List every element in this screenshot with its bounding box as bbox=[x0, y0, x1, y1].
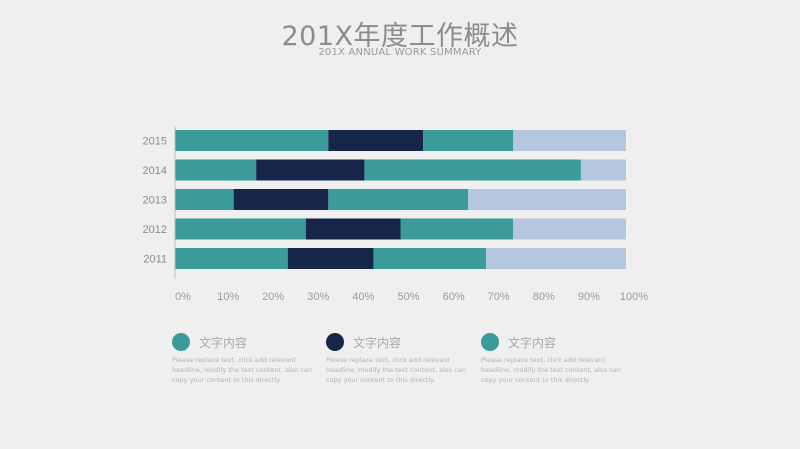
legend-desc-3: Please replace text, click add relevant … bbox=[481, 356, 621, 384]
y-tick-label-2012: 2012 bbox=[143, 224, 167, 236]
y-tick-label-2015: 2015 bbox=[143, 136, 167, 148]
bar-2015-segment-2 bbox=[328, 130, 424, 151]
bar-2013-segment-1 bbox=[175, 189, 234, 210]
y-tick-label-2013: 2013 bbox=[143, 195, 167, 207]
bar-2012-segment-4 bbox=[513, 218, 626, 240]
bar-2012-segment-3 bbox=[400, 218, 514, 240]
bar-2014-segment-1 bbox=[175, 159, 257, 181]
y-tick-label-2014: 2014 bbox=[143, 165, 167, 177]
legend-dot-1 bbox=[172, 333, 190, 351]
x-tick-label-0pct: 0% bbox=[175, 291, 191, 303]
stacked-bar-chart: 2015 2014 2013 2012 2011 0% 10% 20% 30% 40% 50% 60%… bbox=[143, 126, 648, 303]
bar-2011-segment-4 bbox=[486, 248, 626, 269]
x-tick-label-10pct: 10% bbox=[217, 291, 239, 303]
bar-2014-segment-3 bbox=[364, 159, 581, 181]
legend-desc-1: Please replace text, click add relevant … bbox=[172, 356, 312, 384]
bar-2012-segment-1 bbox=[175, 218, 306, 240]
bar-2014-segment-2 bbox=[256, 159, 365, 181]
x-tick-label-50pct: 50% bbox=[397, 291, 419, 303]
page-title: 201X年度工作概述 bbox=[281, 21, 519, 52]
bar-2013-segment-3 bbox=[328, 189, 469, 210]
bar-2014-segment-4 bbox=[580, 159, 626, 181]
legend-dot-3 bbox=[481, 333, 499, 351]
bar-2011-segment-2 bbox=[287, 248, 374, 269]
x-tick-label-40pct: 40% bbox=[352, 291, 374, 303]
bar-2015-segment-3 bbox=[423, 130, 514, 151]
x-tick-label-90pct: 90% bbox=[578, 291, 600, 303]
legend-title-1: 文字内容 bbox=[199, 336, 248, 350]
x-tick-label-80pct: 80% bbox=[533, 291, 555, 303]
bar-2012-segment-2 bbox=[305, 218, 401, 240]
legend-dot-2 bbox=[326, 333, 344, 351]
bar-2013-segment-2 bbox=[233, 189, 329, 210]
page-subtitle: 201X ANNUAL WORK SUMMARY bbox=[318, 47, 482, 58]
bar-2013-segment-4 bbox=[468, 189, 626, 210]
bar-2011-segment-3 bbox=[373, 248, 487, 269]
x-tick-label-20pct: 20% bbox=[262, 291, 284, 303]
bar-2011-segment-1 bbox=[175, 248, 288, 269]
legend-desc-2: Please replace text, click add relevant … bbox=[326, 356, 466, 384]
y-tick-label-2011: 2011 bbox=[143, 254, 167, 266]
x-tick-label-60pct: 60% bbox=[443, 291, 465, 303]
legend-title-2: 文字内容 bbox=[353, 336, 402, 350]
legend-title-3: 文字内容 bbox=[508, 336, 557, 350]
x-tick-label-70pct: 70% bbox=[488, 291, 510, 303]
bar-2015-segment-1 bbox=[175, 130, 329, 151]
x-tick-label-30pct: 30% bbox=[307, 291, 329, 303]
bar-2015-segment-4 bbox=[513, 130, 626, 151]
x-tick-label-100pct: 100% bbox=[620, 291, 648, 303]
